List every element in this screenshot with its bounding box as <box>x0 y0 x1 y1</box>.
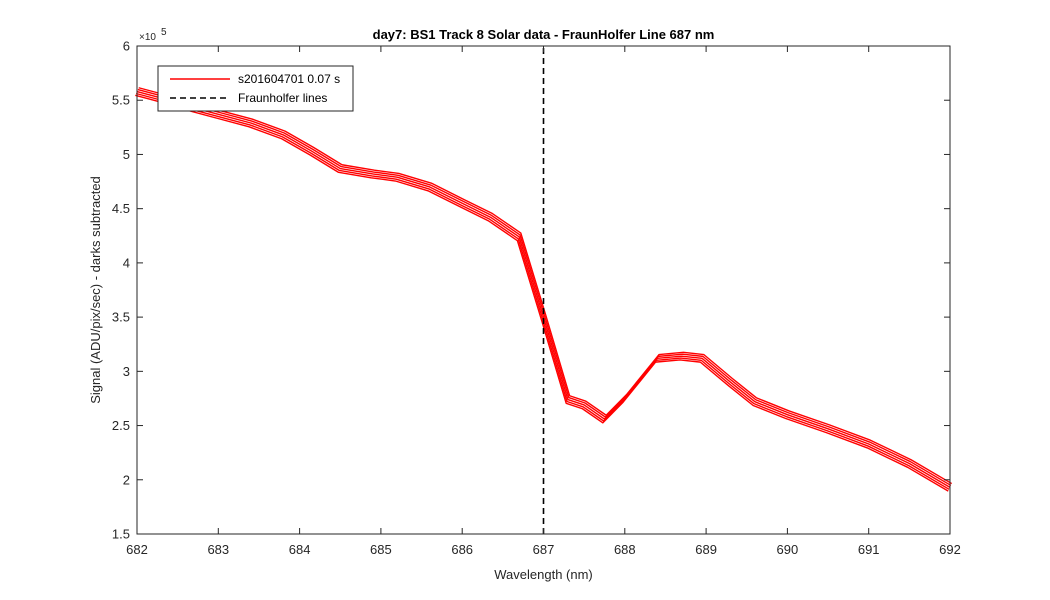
legend-entry-series-0: s201604701 0.07 s <box>238 72 340 86</box>
legend: s201604701 0.07 s Fraunholfer lines <box>157 65 354 112</box>
series-line-0-trace-2 <box>136 90 951 488</box>
y-tick-label: 2 <box>123 472 130 487</box>
y-tick-label: 4 <box>123 255 130 270</box>
x-tick-label: 683 <box>207 542 229 557</box>
legend-box <box>157 65 354 112</box>
y-tick-label: 5 <box>123 147 130 162</box>
x-axis-label: Wavelength (nm) <box>494 567 593 582</box>
y-tick-label: 2.5 <box>112 418 130 433</box>
x-tick-label: 690 <box>777 542 799 557</box>
x-tick-label: 684 <box>289 542 311 557</box>
y-tick-label: 3 <box>123 364 130 379</box>
chart-title: day7: BS1 Track 8 Solar data - FraunHolf… <box>373 27 715 42</box>
y-exponent-base: ×10 <box>139 32 156 43</box>
y-tick-label: 1.5 <box>112 527 130 542</box>
x-tick-label: 691 <box>858 542 880 557</box>
series-line-0-trace-1 <box>135 92 950 490</box>
y-tick-label: 3.5 <box>112 310 130 325</box>
x-tick-label: 682 <box>126 542 148 557</box>
legend-entry-series-1: Fraunholfer lines <box>238 91 327 105</box>
y-exponent: ×10 5 <box>139 27 167 43</box>
x-tick-label: 687 <box>533 542 555 557</box>
series-line-0-trace-0 <box>135 94 949 492</box>
x-tick-label: 685 <box>370 542 392 557</box>
series-layer <box>135 46 953 534</box>
y-tick-label: 4.5 <box>112 201 130 216</box>
x-tick-label: 689 <box>695 542 717 557</box>
x-tick-label: 686 <box>451 542 473 557</box>
ticks-layer: 682 683 684 685 686 687 688 689 690 691 692 1.5 2 2.5… <box>112 39 961 558</box>
series-line-0-trace-4 <box>138 87 953 485</box>
y-exponent-power: 5 <box>161 27 167 38</box>
y-axis-label: Signal (ADU/pix/sec) - darks subtracted <box>88 176 103 404</box>
series-line-0-trace-3 <box>137 88 952 487</box>
x-tick-label: 688 <box>614 542 636 557</box>
x-tick-label: 692 <box>939 542 961 557</box>
y-tick-label: 5.5 <box>112 93 130 108</box>
y-tick-label: 6 <box>123 39 130 54</box>
